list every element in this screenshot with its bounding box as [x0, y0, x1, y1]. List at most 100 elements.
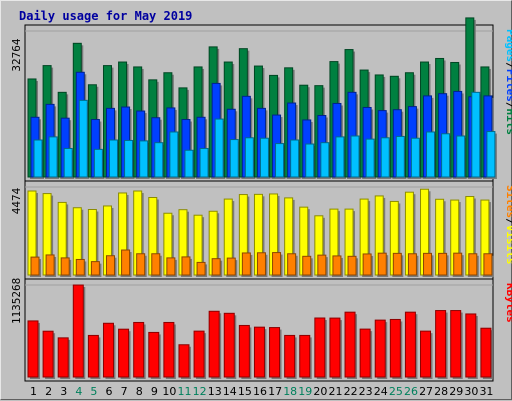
bar-kbytes-12 — [193, 330, 205, 378]
bar-pages-9 — [154, 142, 164, 178]
bar-sites-10 — [166, 257, 176, 276]
bar-sites-17 — [272, 252, 282, 276]
bar-pages-12 — [199, 147, 209, 178]
bar-sites-16 — [256, 252, 266, 276]
bar-sites-14 — [226, 257, 236, 276]
x-tick-label-19: 19 — [298, 385, 312, 398]
x-tick-label-22: 22 — [344, 385, 358, 398]
x-tick-label-16: 16 — [253, 385, 267, 398]
bar-pages-4 — [78, 99, 88, 178]
bar-kbytes-8 — [133, 321, 145, 378]
bar-sites-7 — [121, 249, 131, 276]
x-tick-label-11: 11 — [178, 385, 192, 398]
bar-pages-26 — [410, 137, 420, 178]
bar-kbytes-13 — [208, 310, 220, 378]
legend-requests-part-2: Files — [504, 69, 512, 102]
bar-sites-11 — [181, 256, 191, 276]
x-tick-label-12: 12 — [193, 385, 207, 398]
legend-visitors-part-2: Visits — [504, 225, 512, 265]
x-tick-label-24: 24 — [374, 385, 388, 398]
x-tick-label-8: 8 — [136, 385, 143, 398]
bar-pages-14 — [229, 139, 239, 178]
chart-title: Daily usage for May 2019 — [19, 9, 192, 23]
legend-requests: Pages/Files/Hits — [504, 29, 512, 135]
x-tick-label-14: 14 — [223, 385, 237, 398]
legend-kbytes: KBytes — [504, 283, 512, 323]
bar-sites-24 — [377, 252, 387, 276]
x-tick-label-3: 3 — [60, 385, 67, 398]
bar-pages-30 — [471, 91, 481, 178]
bar-pages-16 — [259, 137, 269, 178]
x-tick-label-30: 30 — [464, 385, 478, 398]
bar-kbytes-27 — [420, 330, 432, 378]
bar-kbytes-3 — [57, 337, 69, 378]
bar-pages-29 — [456, 135, 466, 178]
bar-pages-28 — [441, 133, 451, 178]
bar-kbytes-26 — [404, 311, 416, 378]
bar-kbytes-25 — [389, 318, 401, 378]
bar-sites-28 — [438, 252, 448, 276]
legend-requests-part-1: / — [504, 62, 512, 69]
bar-kbytes-5 — [87, 334, 99, 378]
bar-sites-21 — [332, 255, 342, 276]
bar-sites-18 — [287, 253, 297, 276]
bar-pages-11 — [184, 149, 194, 178]
bar-pages-19 — [305, 143, 315, 178]
bar-sites-1 — [30, 256, 40, 276]
bar-kbytes-16 — [253, 326, 265, 378]
x-tick-label-15: 15 — [238, 385, 252, 398]
x-tick-label-10: 10 — [162, 385, 176, 398]
x-tick-label-9: 9 — [151, 385, 158, 398]
bar-kbytes-2 — [42, 330, 54, 378]
bar-pages-1 — [33, 139, 43, 178]
x-tick-label-26: 26 — [404, 385, 418, 398]
bar-sites-9 — [151, 253, 161, 276]
bar-pages-15 — [244, 137, 254, 178]
bar-pages-31 — [486, 131, 496, 178]
legend-kbytes-part-0: KBytes — [504, 283, 512, 323]
x-tick-label-31: 31 — [479, 385, 493, 398]
bar-kbytes-1 — [27, 320, 39, 378]
bar-sites-2 — [45, 254, 55, 276]
bar-kbytes-11 — [178, 344, 190, 378]
bar-kbytes-9 — [148, 331, 160, 378]
bar-sites-26 — [407, 253, 417, 276]
x-tick-label-29: 29 — [449, 385, 463, 398]
x-tick-label-4: 4 — [75, 385, 82, 398]
bar-kbytes-7 — [118, 328, 130, 378]
x-tick-label-2: 2 — [45, 385, 52, 398]
bar-sites-23 — [362, 253, 372, 276]
x-tick-label-17: 17 — [268, 385, 282, 398]
bar-kbytes-21 — [329, 317, 341, 378]
y-max-label-kbytes: 1135268 — [10, 278, 23, 324]
x-tick-label-7: 7 — [121, 385, 128, 398]
legend-requests-part-3: / — [504, 102, 512, 109]
bar-pages-20 — [320, 142, 330, 178]
x-tick-label-28: 28 — [434, 385, 448, 398]
legend-visitors-part-0: Sites — [504, 185, 512, 218]
bar-kbytes-31 — [480, 327, 492, 378]
bar-kbytes-4 — [72, 284, 84, 378]
x-tick-label-5: 5 — [90, 385, 97, 398]
bar-pages-8 — [139, 140, 149, 178]
bar-pages-10 — [169, 131, 179, 178]
x-tick-label-13: 13 — [208, 385, 222, 398]
bar-sites-15 — [241, 252, 251, 276]
bar-sites-4 — [75, 258, 85, 276]
bar-pages-13 — [214, 118, 224, 178]
bar-kbytes-15 — [238, 324, 250, 378]
bar-kbytes-29 — [450, 310, 462, 378]
bar-sites-3 — [60, 257, 70, 276]
x-tick-label-27: 27 — [419, 385, 433, 398]
bar-pages-27 — [426, 131, 436, 178]
legend-visitors: Sites/Visits — [504, 185, 512, 265]
bar-sites-12 — [196, 261, 206, 276]
bar-pages-22 — [350, 135, 360, 178]
bar-sites-6 — [105, 255, 115, 276]
bar-pages-17 — [275, 143, 285, 178]
bar-kbytes-30 — [465, 313, 477, 378]
x-tick-label-20: 20 — [313, 385, 327, 398]
bar-sites-29 — [453, 252, 463, 276]
